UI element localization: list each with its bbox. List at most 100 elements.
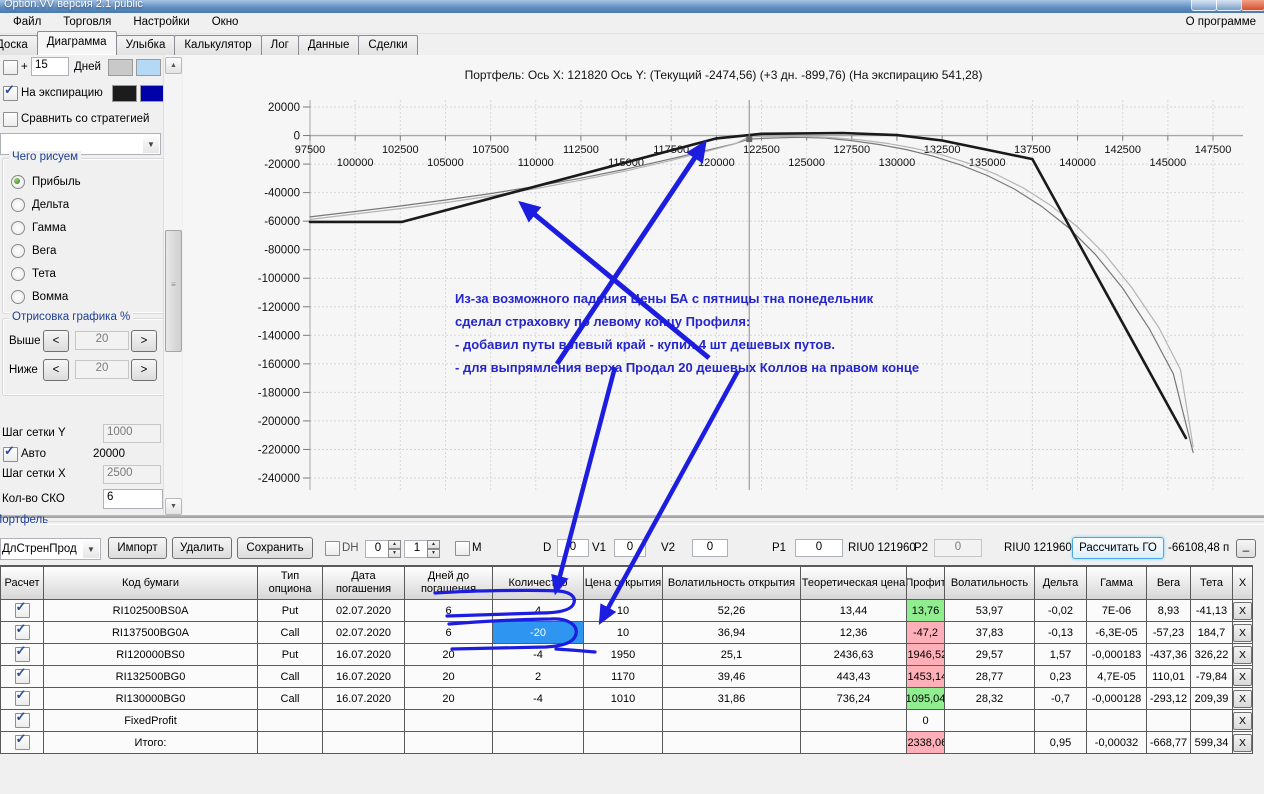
cell-code[interactable]: RI132500BG0 [44, 666, 258, 688]
scrollbar-up-icon[interactable]: ▲ [165, 57, 182, 74]
cell-days[interactable]: 20 [405, 688, 493, 710]
tab-deals[interactable]: Сделки [358, 35, 418, 55]
cell-vol_open[interactable] [663, 732, 801, 754]
column-header-9[interactable]: Профит [907, 567, 945, 600]
column-header-1[interactable]: Код бумаги [44, 567, 258, 600]
auto-checkbox[interactable]: ✓ [3, 444, 18, 462]
column-header-2[interactable]: Тип опциона [258, 567, 323, 600]
cell-vega[interactable]: 110,01 [1147, 666, 1191, 688]
cell-delta[interactable]: 1,57 [1035, 644, 1087, 666]
cell-profit[interactable]: 0 [907, 710, 945, 732]
calculate-go-button[interactable]: Рассчитать ГО [1072, 537, 1164, 559]
cell-price[interactable]: 10 [584, 600, 663, 622]
column-header-13[interactable]: Вега [1147, 567, 1191, 600]
cell-theor[interactable]: 2436,63 [801, 644, 907, 666]
cell-vol[interactable] [945, 710, 1035, 732]
cell-days[interactable]: 20 [405, 644, 493, 666]
cell-vega[interactable] [1147, 710, 1191, 732]
scrollbar-down-icon[interactable]: ▼ [165, 498, 182, 515]
maximize-window-button[interactable] [1216, 0, 1242, 11]
column-header-11[interactable]: Дельта [1035, 567, 1087, 600]
tab-data[interactable]: Данные [297, 35, 360, 55]
cell-vol[interactable]: 53,97 [945, 600, 1035, 622]
cell-qty[interactable]: 4 [493, 600, 584, 622]
cell-date[interactable] [323, 732, 405, 754]
column-header-8[interactable]: Теоретическая цена [801, 567, 907, 600]
cell-vol_open[interactable]: 52,26 [663, 600, 801, 622]
cell-type[interactable]: Call [258, 688, 323, 710]
chart-panel[interactable]: Портфель: Ось X: 121820 Ось Y: (Текущий … [183, 55, 1264, 515]
cell-vol_open[interactable] [663, 710, 801, 732]
scrollbar-thumb[interactable]: ≡ [165, 230, 182, 352]
column-header-5[interactable]: Количество [493, 567, 584, 600]
cell-code[interactable]: RI137500BG0A [44, 622, 258, 644]
plus-days-checkbox[interactable]: ✓ [3, 60, 18, 75]
cell-delta[interactable]: 0,23 [1035, 666, 1087, 688]
cell-theor[interactable] [801, 710, 907, 732]
cell-days[interactable]: 6 [405, 622, 493, 644]
above-increase-button[interactable]: > [131, 330, 157, 352]
cell-days[interactable] [405, 732, 493, 754]
delete-row-button[interactable]: X [1233, 733, 1252, 752]
column-header-10[interactable]: Волатильность [945, 567, 1035, 600]
radio-theta[interactable] [11, 267, 25, 281]
cell-code[interactable]: FixedProfit [44, 710, 258, 732]
cell-theta[interactable]: -79,84 [1191, 666, 1233, 688]
delete-row-button[interactable]: X [1233, 667, 1252, 686]
cell-vega[interactable]: 8,93 [1147, 600, 1191, 622]
radio-gamma[interactable] [11, 221, 25, 235]
cell-delta[interactable]: 0,95 [1035, 732, 1087, 754]
cell-profit[interactable]: -2338,06 [907, 732, 945, 754]
cell-gamma[interactable] [1087, 710, 1147, 732]
tab-calculator[interactable]: Калькулятор [174, 35, 262, 55]
cell-profit[interactable]: -1946,52 [907, 644, 945, 666]
cell-days[interactable] [405, 710, 493, 732]
dh-spin2-arrows[interactable]: ▲ ▼ [427, 540, 440, 558]
cell-profit[interactable]: 13,76 [907, 600, 945, 622]
cell-theta[interactable]: 209,39 [1191, 688, 1233, 710]
delete-row-button[interactable]: X [1233, 711, 1252, 730]
cell-qty[interactable]: 2 [493, 666, 584, 688]
tab-smile[interactable]: Улыбка [115, 35, 176, 55]
cell-gamma[interactable]: -0,000183 [1087, 644, 1147, 666]
horizontal-splitter[interactable] [0, 515, 1264, 518]
cell-price[interactable]: 1170 [584, 666, 663, 688]
delete-row-button[interactable]: X [1233, 623, 1252, 642]
radio-profit[interactable] [11, 175, 25, 189]
cell-type[interactable] [258, 732, 323, 754]
cell-vol[interactable] [945, 732, 1035, 754]
cell-vol_open[interactable]: 39,46 [663, 666, 801, 688]
cell-qty[interactable]: -4 [493, 644, 584, 666]
cell-price[interactable]: 1950 [584, 644, 663, 666]
cell-theta[interactable]: 599,34 [1191, 732, 1233, 754]
cell-vol_open[interactable]: 36,94 [663, 622, 801, 644]
v1-input[interactable]: 0 [614, 539, 646, 557]
cell-delta[interactable]: -0,7 [1035, 688, 1087, 710]
menu-trading[interactable]: Торговля [63, 16, 112, 28]
menu-file[interactable]: Файл [13, 16, 42, 28]
above-decrease-button[interactable]: < [43, 330, 69, 352]
cell-gamma[interactable]: -0,000128 [1087, 688, 1147, 710]
chevron-down-icon[interactable]: ▼ [83, 540, 99, 558]
cell-days[interactable]: 6 [405, 600, 493, 622]
portfolio-strategy-combobox[interactable]: ДлСтренПрод ▼ [0, 538, 101, 560]
dh-checkbox[interactable]: ✓ [325, 541, 340, 556]
cell-theta[interactable]: 184,7 [1191, 622, 1233, 644]
days-input[interactable]: 15 [31, 57, 69, 76]
m-checkbox[interactable]: ✓ [455, 541, 470, 556]
cell-code[interactable]: Итого: [44, 732, 258, 754]
cell-code[interactable]: RI120000BS0 [44, 644, 258, 666]
cell-vol[interactable]: 28,32 [945, 688, 1035, 710]
cell-profit[interactable]: -47,2 [907, 622, 945, 644]
row-checkbox[interactable]: ✓ [14, 622, 30, 640]
collapse-panel-button[interactable]: _ [1236, 539, 1256, 558]
save-button[interactable]: Сохранить [237, 537, 313, 559]
cell-vega[interactable]: -668,77 [1147, 732, 1191, 754]
tab-diagram[interactable]: Диаграмма [36, 31, 117, 55]
row-checkbox[interactable]: ✓ [14, 710, 30, 728]
cell-code[interactable]: RI102500BS0A [44, 600, 258, 622]
p1-input[interactable]: 0 [795, 539, 843, 557]
sidebar-scrollbar[interactable]: ▲ ≡ ▼ [163, 55, 182, 515]
column-header-6[interactable]: Цена открытия [584, 567, 663, 600]
cell-theor[interactable] [801, 732, 907, 754]
